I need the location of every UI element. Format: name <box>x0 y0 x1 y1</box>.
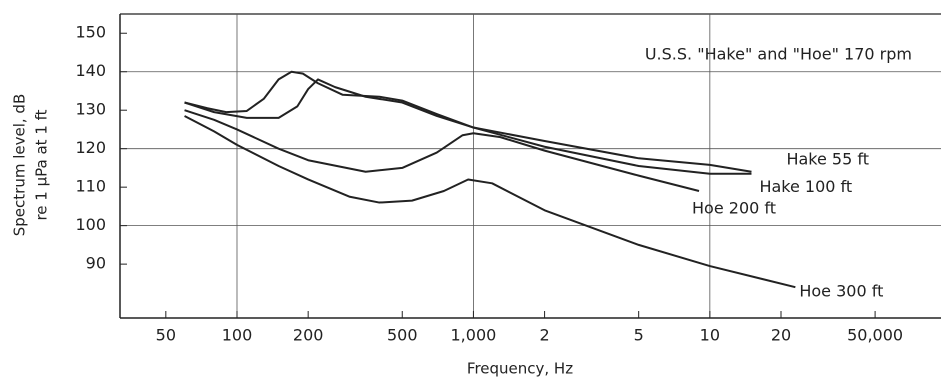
x-tick-label: 2 <box>539 326 549 345</box>
y-tick-label: 110 <box>75 177 106 196</box>
y-tick-label: 120 <box>75 138 106 157</box>
x-tick-label: 100 <box>222 326 253 345</box>
series-label: Hake 55 ft <box>786 149 869 168</box>
x-tick-label: 200 <box>293 326 324 345</box>
x-axis-label: Frequency, Hz <box>467 360 573 378</box>
x-tick-label: 50 <box>156 326 176 345</box>
y-tick-label: 130 <box>75 100 106 119</box>
x-tick-label: 20 <box>771 326 791 345</box>
line <box>184 70 752 173</box>
x-tick-label: 1,000 <box>451 326 497 345</box>
line <box>184 109 700 192</box>
y-tick-label: 150 <box>75 23 106 42</box>
x-tick-label: 5 <box>634 326 644 345</box>
y-tick-label: 90 <box>86 254 106 273</box>
series-label: Hoe 300 ft <box>799 282 883 301</box>
line <box>184 78 752 175</box>
x-tick-label: 50,000 <box>847 326 903 345</box>
y-tick-label: 100 <box>75 215 106 234</box>
annotation: U.S.S. "Hake" and "Hoe" 170 rpm <box>645 45 912 64</box>
line <box>184 115 796 289</box>
y-axis-label: Spectrum level, dB <box>11 94 29 236</box>
x-tick-label: 500 <box>387 326 418 345</box>
y-axis-label: re 1 μPa at 1 ft <box>33 109 51 220</box>
y-tick-label: 140 <box>75 61 106 80</box>
x-tick-label: 10 <box>700 326 720 345</box>
series-label: Hake 100 ft <box>759 177 852 196</box>
series-label: Hoe 200 ft <box>692 199 776 218</box>
